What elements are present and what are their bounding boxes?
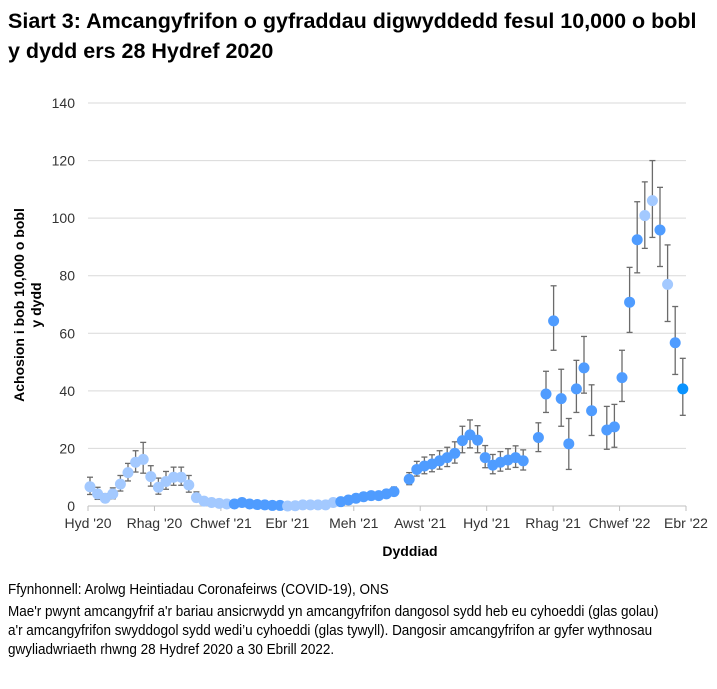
- x-tick-label: Meh '21: [329, 515, 379, 531]
- data-point: [168, 471, 180, 483]
- chart-svg: 0 20 40 60 80 100 120 140 Hyd '20 Rhag '20 Chwef …: [11, 95, 708, 559]
- data-point: [456, 435, 468, 447]
- x-tick-label: Hyd '20: [64, 515, 111, 531]
- data-point: [616, 372, 628, 384]
- y-tick-label: 80: [59, 268, 75, 284]
- data-point: [122, 467, 134, 479]
- data-point: [266, 499, 278, 511]
- x-tick-label: Rhag '21: [525, 515, 581, 531]
- data-point: [631, 234, 643, 246]
- data-point: [669, 337, 681, 349]
- y-tick-label: 120: [52, 153, 76, 169]
- y-axis-label: Achosion i bob 10,000 o bobly dydd: [11, 208, 44, 402]
- data-points: [84, 195, 689, 512]
- data-point: [548, 315, 560, 327]
- data-point: [449, 447, 461, 459]
- data-point: [479, 452, 491, 464]
- data-point: [365, 490, 377, 502]
- y-tick-labels: 0 20 40 60 80 100 120 140: [52, 95, 76, 514]
- data-point: [312, 499, 324, 511]
- x-tick-label: Rhag '20: [127, 515, 183, 531]
- data-point: [107, 488, 119, 500]
- data-point: [114, 478, 126, 490]
- data-point: [304, 499, 316, 511]
- data-point: [578, 362, 590, 374]
- explanatory-note: Mae'r pwynt amcangyfrif a'r bariau ansic…: [8, 604, 659, 658]
- data-point: [145, 471, 157, 483]
- source-note: Ffynhonnell: Arolwg Heintiadau Coronafei…: [8, 582, 389, 598]
- data-point: [555, 393, 567, 405]
- data-point: [388, 486, 400, 498]
- data-point: [646, 195, 658, 207]
- data-point: [297, 499, 309, 511]
- data-point: [677, 383, 689, 395]
- gridlines: [88, 102, 686, 507]
- x-tick-label: Ebr '21: [265, 515, 309, 531]
- data-point: [624, 296, 636, 308]
- data-point: [183, 479, 195, 491]
- x-tick-label: Chwef '22: [589, 515, 651, 531]
- x-axis-label: Dyddiad: [382, 543, 437, 559]
- x-tick-labels: Hyd '20 Rhag '20 Chwef '21 Ebr '21 Meh '21 Aw…: [64, 506, 708, 531]
- data-point: [608, 421, 620, 433]
- chart-footer: Ffynhonnell: Arolwg Heintiadau Coronafei…: [8, 581, 659, 660]
- data-point: [152, 481, 164, 493]
- y-tick-label: 40: [59, 383, 75, 399]
- x-tick-label: Chwef '21: [190, 515, 252, 531]
- data-point: [137, 453, 149, 465]
- data-point: [403, 473, 415, 485]
- data-point: [540, 388, 552, 400]
- y-tick-label: 100: [52, 210, 76, 226]
- data-point: [563, 438, 575, 450]
- data-point: [532, 431, 544, 443]
- x-tick-label: Ebr '22: [664, 515, 708, 531]
- x-tick-label: Hyd '21: [463, 515, 510, 531]
- data-point: [175, 471, 187, 483]
- data-point: [472, 434, 484, 446]
- data-point: [570, 383, 582, 395]
- y-tick-label: 0: [67, 498, 75, 514]
- chart-title: Siart 3: Amcangyfrifon o gyfraddau digwy…: [8, 9, 697, 63]
- data-point: [84, 481, 96, 493]
- data-point: [586, 405, 598, 417]
- y-tick-label: 20: [59, 440, 75, 456]
- data-point: [221, 498, 233, 510]
- data-point: [662, 278, 674, 290]
- y-tick-label: 140: [52, 95, 76, 111]
- y-tick-label: 60: [59, 325, 75, 341]
- data-point: [517, 455, 529, 467]
- data-point: [639, 210, 651, 222]
- x-tick-label: Awst '21: [394, 515, 446, 531]
- data-point: [654, 224, 666, 236]
